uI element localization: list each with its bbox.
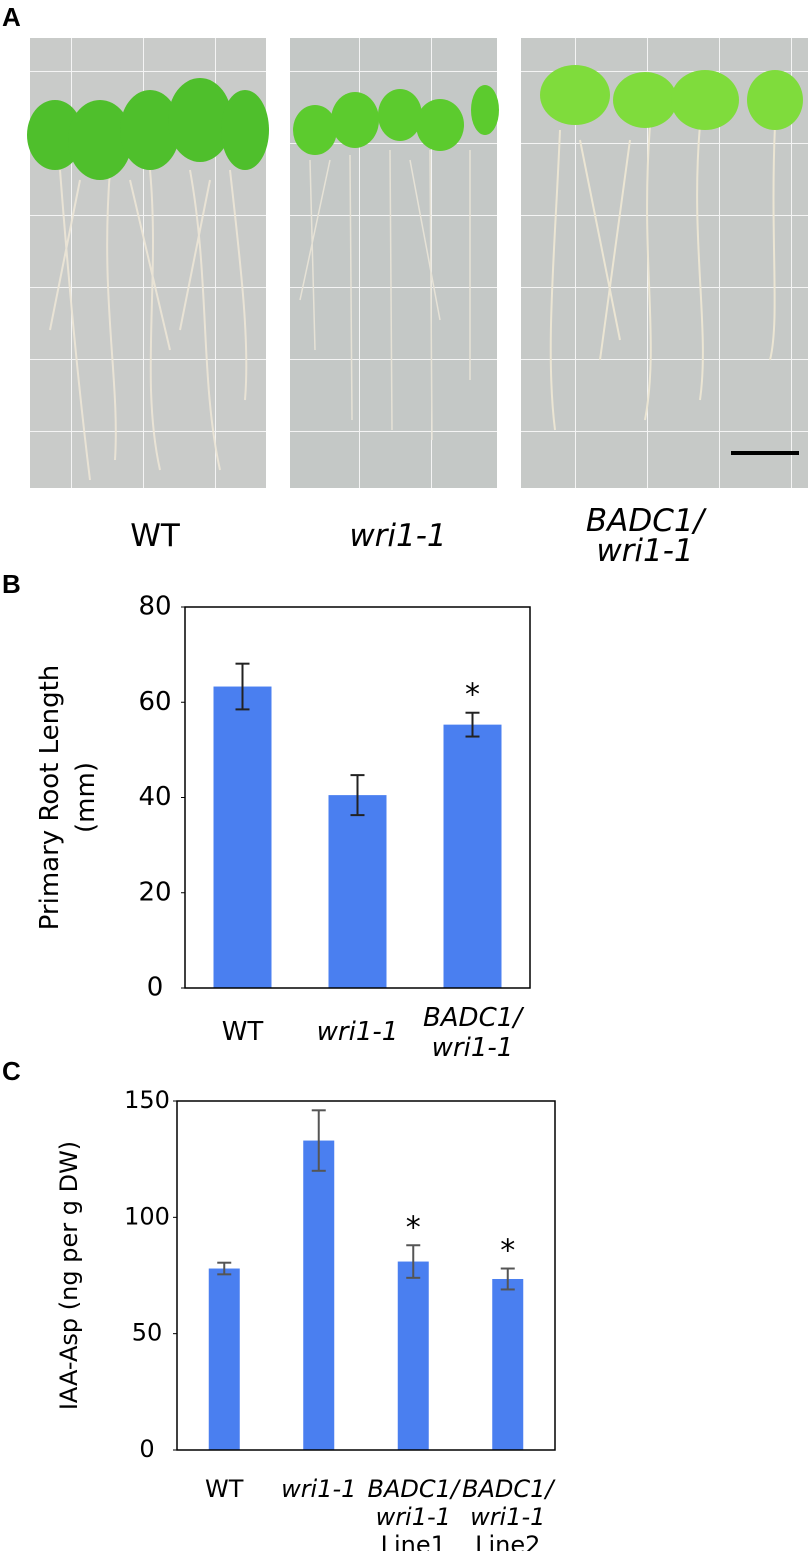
significance-marker: *: [406, 1210, 421, 1245]
bar: [213, 686, 272, 988]
panel-label: B: [2, 569, 21, 599]
x-tick-label: WT: [205, 1475, 244, 1503]
bar: [397, 1261, 429, 1450]
y-tick-label: 40: [138, 782, 171, 812]
y-axis-label: IAA-Asp (ng per g DW): [55, 1141, 83, 1410]
error-bar: [217, 1261, 232, 1276]
photo: [521, 38, 808, 488]
panel-label: A: [2, 2, 21, 32]
photo-caption: wri1-1: [349, 518, 446, 554]
error-bar: [311, 1109, 326, 1172]
y-tick-label: 20: [138, 877, 171, 907]
panel-label: C: [2, 1056, 21, 1086]
x-tick-label: BADC1/wri1-1 Line1: [368, 1475, 462, 1551]
y-tick-label: 0: [147, 973, 164, 1003]
y-tick-label: 100: [124, 1202, 170, 1230]
photo: [27, 38, 269, 488]
photo-caption: WT: [130, 518, 181, 554]
bar: [328, 795, 387, 988]
plot-frame: [184, 606, 531, 989]
x-tick-label: BADC1/wri1-1: [423, 1003, 525, 1063]
y-tick-label: 0: [139, 1435, 154, 1463]
x-tick-label: WT: [222, 1017, 264, 1047]
error-bar: [350, 774, 365, 817]
bar: [208, 1268, 240, 1450]
significance-marker: *: [465, 678, 480, 713]
x-tick-label: wri1-1: [281, 1475, 356, 1503]
photo: [290, 38, 499, 488]
bar: [492, 1278, 524, 1450]
y-axis-label: Primary Root Length (mm): [35, 665, 101, 931]
photo-caption: BADC1/wri1-1: [586, 503, 708, 569]
error-bar: [235, 662, 250, 711]
bar: [303, 1140, 335, 1450]
bar: [443, 724, 502, 988]
y-tick-label: 60: [138, 687, 171, 717]
error-bar: [500, 1267, 515, 1291]
plot-frame: [176, 1100, 556, 1451]
x-tick-label: wri1-1: [317, 1017, 399, 1047]
x-tick-label: BADC1/wri1-1 Line2: [462, 1475, 556, 1551]
error-bar: [465, 711, 480, 738]
error-bar: [406, 1244, 421, 1279]
y-tick-label: 150: [124, 1086, 170, 1114]
y-tick-label: 80: [138, 592, 171, 622]
y-tick-label: 50: [132, 1319, 163, 1347]
significance-marker: *: [500, 1234, 515, 1269]
